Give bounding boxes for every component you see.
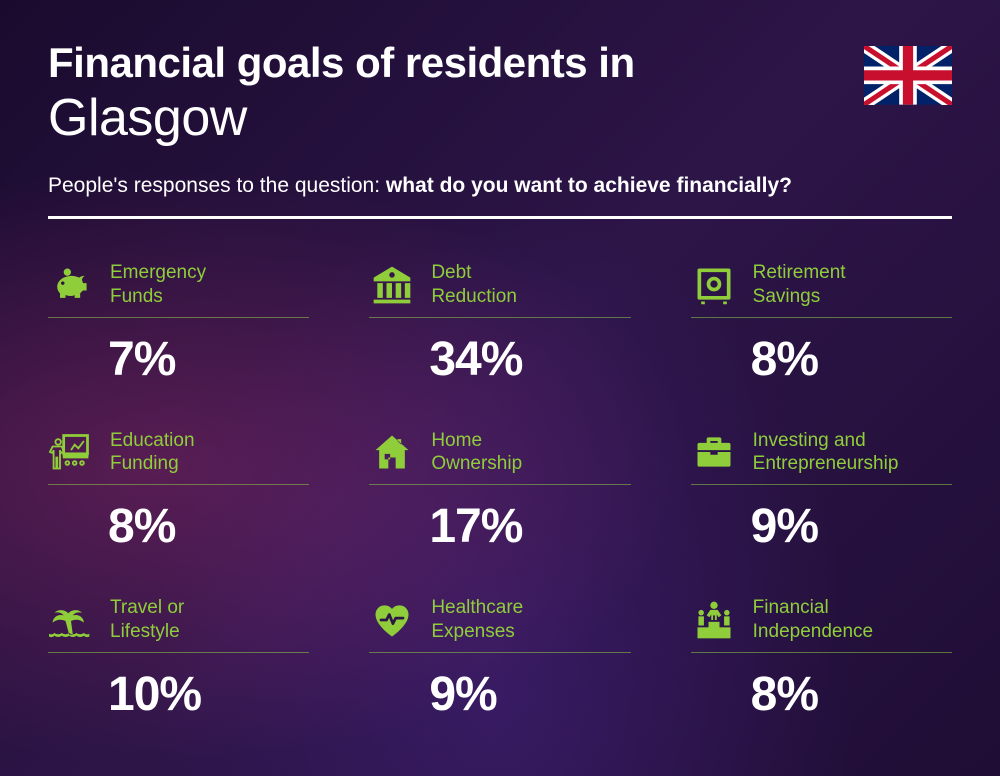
stat-healthcare: Healthcare Expenses 9% <box>369 596 630 722</box>
subtitle-question: what do you want to achieve financially? <box>386 174 792 197</box>
subtitle: People's responses to the question: what… <box>48 174 952 198</box>
stat-financial-independence: Financial Independence 8% <box>691 596 952 722</box>
stat-home-ownership: Home Ownership 17% <box>369 429 630 555</box>
uk-flag-icon <box>864 46 952 102</box>
stat-value: 17% <box>429 499 630 554</box>
subtitle-prefix: People's responses to the question: <box>48 174 386 197</box>
stat-value: 8% <box>108 499 309 554</box>
vault-icon <box>691 262 737 308</box>
stat-value: 34% <box>429 332 630 387</box>
stat-travel-lifestyle: Travel or Lifestyle 10% <box>48 596 309 722</box>
stat-value: 7% <box>108 332 309 387</box>
stat-debt-reduction: Debt Reduction 34% <box>369 261 630 387</box>
house-icon <box>369 429 415 475</box>
stat-value: 9% <box>429 667 630 722</box>
header: Financial goals of residents in Glasgow … <box>48 40 952 219</box>
stat-head: Debt Reduction <box>369 261 630 318</box>
stat-label: Retirement Savings <box>753 261 846 309</box>
stat-head: Healthcare Expenses <box>369 596 630 653</box>
briefcase-icon <box>691 429 737 475</box>
stat-label: Travel or Lifestyle <box>110 596 184 644</box>
stat-head: Retirement Savings <box>691 261 952 318</box>
stat-emergency-funds: Emergency Funds 7% <box>48 261 309 387</box>
stats-grid: Emergency Funds 7% Debt Reduction 34% Re… <box>48 261 952 722</box>
heart-pulse-icon <box>369 597 415 643</box>
stat-value: 9% <box>751 499 952 554</box>
stat-value: 10% <box>108 667 309 722</box>
stat-label: Healthcare Expenses <box>431 596 523 644</box>
stat-education-funding: Education Funding 8% <box>48 429 309 555</box>
stat-value: 8% <box>751 667 952 722</box>
title-line2: Glasgow <box>48 88 952 148</box>
stat-value: 8% <box>751 332 952 387</box>
stat-label: Home Ownership <box>431 429 522 477</box>
stat-head: Investing and Entrepreneurship <box>691 429 952 486</box>
title-line1: Financial goals of residents in <box>48 40 952 86</box>
stat-label: Debt Reduction <box>431 261 517 309</box>
stat-head: Financial Independence <box>691 596 952 653</box>
divider <box>48 216 952 219</box>
podium-icon <box>691 597 737 643</box>
stat-retirement-savings: Retirement Savings 8% <box>691 261 952 387</box>
bank-icon <box>369 262 415 308</box>
stat-head: Travel or Lifestyle <box>48 596 309 653</box>
stat-head: Emergency Funds <box>48 261 309 318</box>
piggy-bank-icon <box>48 262 94 308</box>
stat-head: Home Ownership <box>369 429 630 486</box>
stat-head: Education Funding <box>48 429 309 486</box>
stat-label: Financial Independence <box>753 596 873 644</box>
palm-icon <box>48 597 94 643</box>
presentation-icon <box>48 429 94 475</box>
stat-label: Emergency Funds <box>110 261 206 309</box>
stat-label: Investing and Entrepreneurship <box>753 429 899 477</box>
stat-label: Education Funding <box>110 429 195 477</box>
stat-investing: Investing and Entrepreneurship 9% <box>691 429 952 555</box>
